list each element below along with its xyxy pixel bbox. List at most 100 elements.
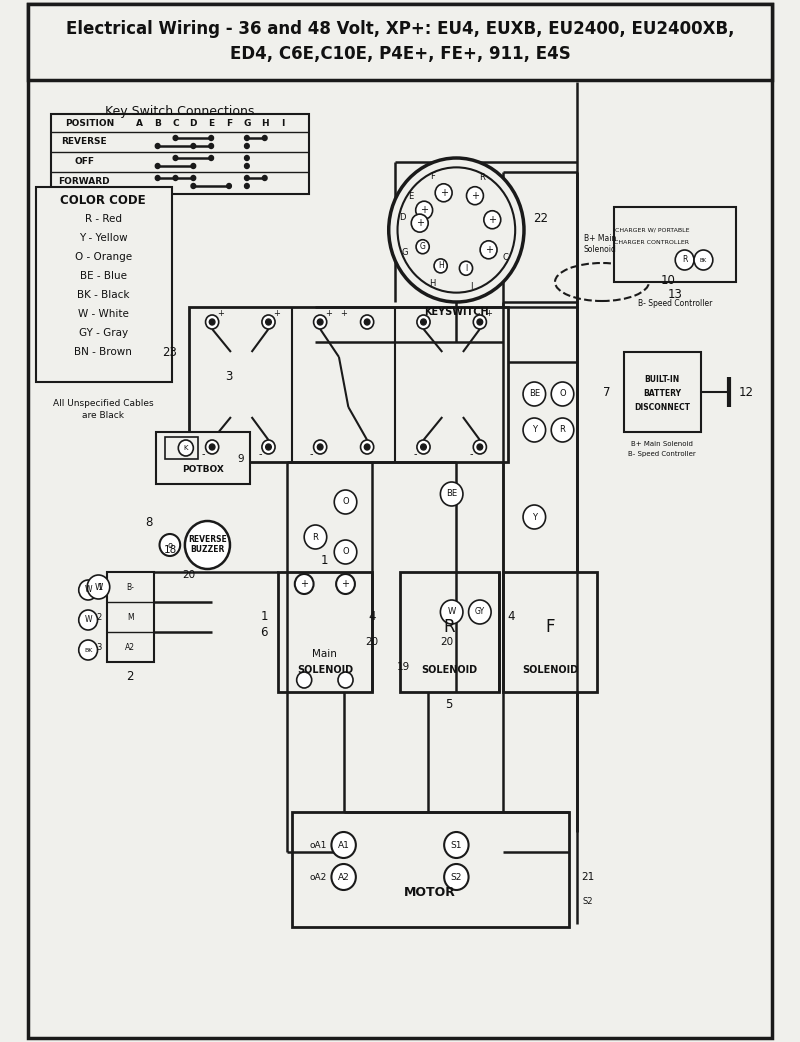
Circle shape — [262, 440, 275, 454]
Text: A2: A2 — [126, 643, 135, 651]
Text: F: F — [430, 172, 435, 181]
Text: 1: 1 — [321, 553, 329, 567]
Text: +: + — [325, 309, 332, 319]
Text: 9: 9 — [237, 454, 244, 464]
Circle shape — [304, 525, 326, 549]
Text: B: B — [154, 119, 161, 127]
Text: 6: 6 — [260, 625, 267, 639]
Text: 2: 2 — [97, 613, 102, 621]
Circle shape — [245, 164, 250, 169]
Text: 13: 13 — [668, 288, 682, 300]
Text: A: A — [136, 119, 143, 127]
Circle shape — [245, 155, 250, 160]
Text: 3: 3 — [226, 370, 233, 382]
Circle shape — [210, 319, 215, 325]
Circle shape — [411, 214, 428, 232]
Bar — [292, 812, 569, 927]
Text: +: + — [488, 215, 496, 225]
Circle shape — [262, 175, 267, 180]
Circle shape — [318, 444, 323, 450]
Text: C: C — [502, 253, 508, 263]
Text: BK: BK — [700, 257, 707, 263]
Text: 20: 20 — [182, 570, 195, 580]
Text: 7: 7 — [603, 386, 610, 398]
Bar — [50, 114, 309, 194]
Circle shape — [245, 175, 250, 180]
Text: O - Orange: O - Orange — [74, 252, 132, 262]
Text: G: G — [420, 242, 426, 251]
Circle shape — [191, 175, 196, 180]
Circle shape — [191, 144, 196, 149]
Text: +: + — [440, 188, 448, 198]
Text: -: - — [258, 449, 262, 458]
Bar — [165, 437, 198, 458]
Text: B- Speed Controller: B- Speed Controller — [638, 299, 713, 308]
Text: CHARGER W/ PORTABLE: CHARGER W/ PORTABLE — [614, 227, 689, 232]
Circle shape — [209, 135, 214, 141]
Text: W: W — [84, 616, 92, 624]
Circle shape — [484, 210, 501, 229]
Text: B-: B- — [126, 582, 134, 592]
Circle shape — [226, 183, 231, 189]
Circle shape — [173, 135, 178, 141]
Text: D: D — [190, 119, 197, 127]
Circle shape — [314, 440, 326, 454]
Circle shape — [334, 540, 357, 564]
Text: 18: 18 — [164, 545, 178, 555]
Text: 20: 20 — [441, 637, 454, 647]
Text: I: I — [470, 282, 473, 292]
Text: 23: 23 — [162, 346, 178, 358]
Text: 5: 5 — [445, 697, 453, 711]
Text: Key Switch Connections: Key Switch Connections — [105, 105, 254, 119]
Text: o: o — [167, 541, 173, 549]
Circle shape — [210, 444, 215, 450]
Text: +: + — [485, 245, 493, 255]
Text: 22: 22 — [534, 212, 549, 224]
Text: O: O — [342, 547, 349, 556]
Text: E: E — [208, 119, 214, 127]
Circle shape — [444, 864, 469, 890]
Circle shape — [435, 183, 452, 202]
Text: SOLENOID: SOLENOID — [297, 665, 353, 675]
Circle shape — [417, 315, 430, 329]
Circle shape — [209, 155, 214, 160]
Circle shape — [314, 315, 326, 329]
Circle shape — [191, 183, 196, 189]
Text: All Unspecified Cables: All Unspecified Cables — [53, 399, 154, 408]
Text: I: I — [281, 119, 284, 127]
Circle shape — [266, 444, 271, 450]
Text: W: W — [84, 586, 92, 595]
Circle shape — [398, 168, 515, 293]
Text: D: D — [399, 214, 406, 222]
Text: 1: 1 — [97, 582, 102, 592]
Circle shape — [78, 610, 98, 630]
Text: M: M — [127, 613, 134, 621]
Text: S2: S2 — [582, 897, 593, 907]
Circle shape — [675, 250, 694, 270]
Text: R: R — [443, 618, 454, 636]
Text: W: W — [94, 582, 102, 592]
Circle shape — [173, 155, 178, 160]
Circle shape — [318, 319, 323, 325]
Circle shape — [421, 319, 426, 325]
Text: +: + — [471, 191, 479, 201]
Circle shape — [262, 315, 275, 329]
Circle shape — [551, 418, 574, 442]
Circle shape — [338, 672, 353, 688]
Text: A1: A1 — [338, 841, 350, 849]
Text: Y: Y — [532, 425, 537, 435]
Bar — [107, 572, 154, 662]
Circle shape — [440, 600, 463, 624]
Text: 4: 4 — [368, 611, 375, 623]
Text: GY - Gray: GY - Gray — [78, 328, 128, 338]
Text: O: O — [342, 497, 349, 506]
Text: -: - — [470, 449, 473, 458]
Circle shape — [480, 241, 497, 258]
Text: C: C — [172, 119, 179, 127]
Bar — [400, 572, 498, 692]
Circle shape — [155, 144, 160, 149]
Text: Y: Y — [532, 513, 537, 521]
Text: K: K — [183, 445, 188, 451]
Text: B+ Main
Solenoid: B+ Main Solenoid — [584, 234, 617, 253]
Text: DISCONNECT: DISCONNECT — [634, 403, 690, 413]
